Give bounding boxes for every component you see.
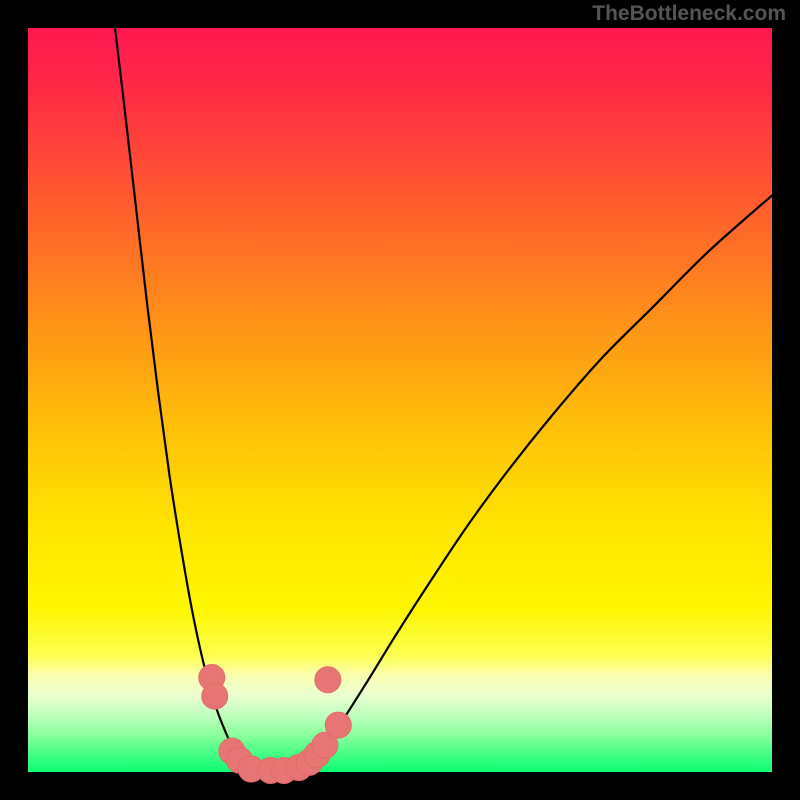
- gradient-background: [28, 28, 772, 772]
- chart-canvas: TheBottleneck.com: [0, 0, 800, 800]
- marker-left-1: [202, 683, 228, 709]
- marker-right-6: [315, 667, 341, 693]
- marker-right-5: [325, 712, 351, 738]
- bottleneck-curve-plot: [0, 0, 800, 800]
- watermark-text: TheBottleneck.com: [592, 2, 786, 26]
